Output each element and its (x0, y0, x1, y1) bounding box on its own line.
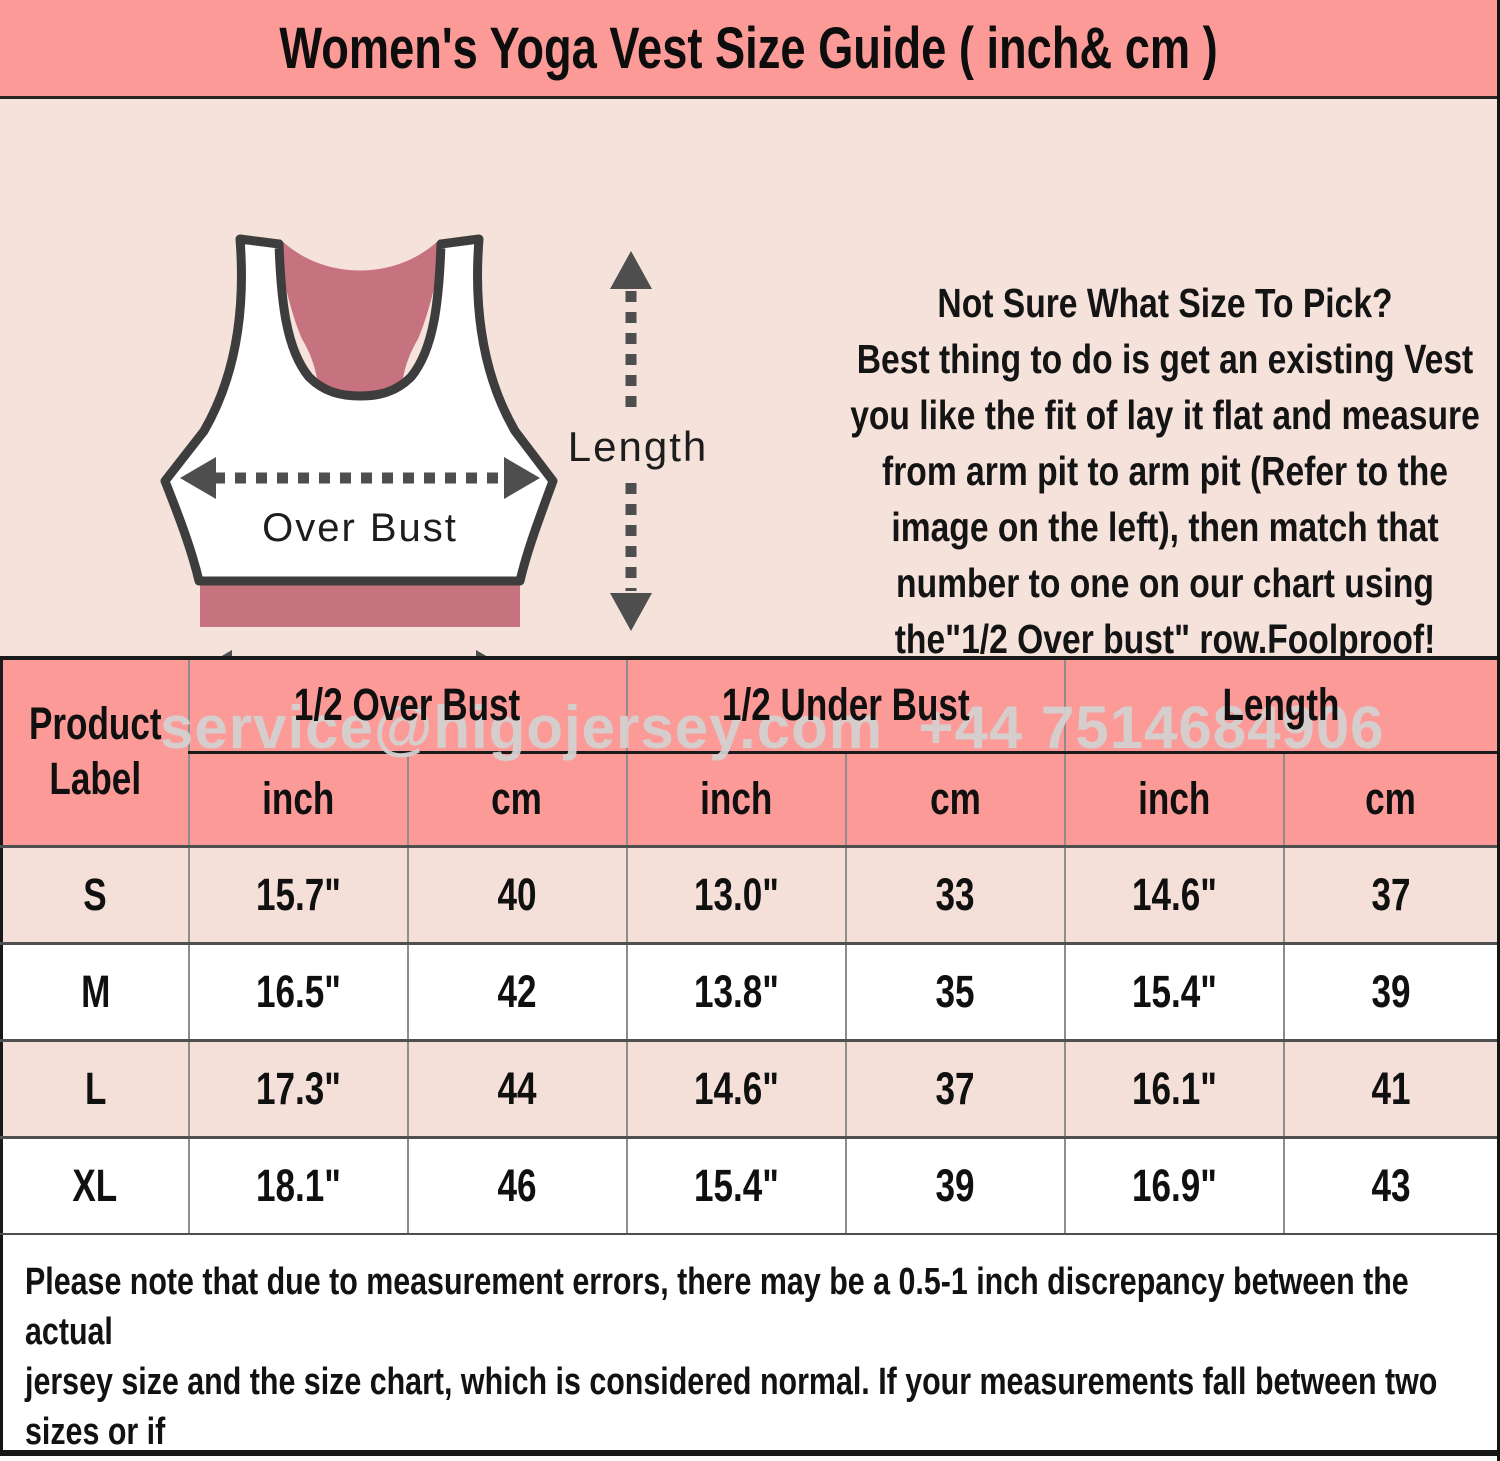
watermark-text: service@higojersey.com +44 7514684906 (160, 694, 1385, 761)
vest-back-panel (277, 239, 443, 401)
page-title: Women's Yoga Vest Size Guide ( inch& cm … (279, 15, 1218, 81)
size-row-m: M 16.5" 42 13.8" 35 15.4" 39 (0, 941, 1497, 1040)
length-label: Length (568, 423, 708, 470)
unit-inch: inch (1063, 750, 1284, 846)
note-box: Please note that due to measurement erro… (0, 1235, 1497, 1456)
unit-inch: inch (625, 750, 846, 846)
table-group-header-row: Product Label 1/2 Over Bust 1/2 Under Bu… (0, 658, 1497, 846)
size-row-s: S 15.7" 40 13.0" 33 14.6" 37 (0, 844, 1497, 943)
unit-inch: inch (187, 750, 408, 846)
over-bust-label: Over Bust (262, 506, 458, 550)
measuring-section: Over Bust Under Bust Length Not Sure Wha… (0, 99, 1497, 745)
length-arrow (610, 251, 652, 631)
note-text: Please note that due to measurement erro… (25, 1261, 1438, 1453)
header-product-label: Product Label (0, 658, 189, 846)
vest-front-panel (160, 234, 558, 586)
unit-cm: cm (844, 750, 1065, 846)
size-help-text: Not Sure What Size To Pick? Best thing t… (850, 280, 1480, 662)
table-unit-header-row: inch cm inch cm inch cm (2, 750, 1497, 846)
unit-cm: cm (406, 750, 627, 846)
vest-band (200, 581, 520, 627)
title-bar: Women's Yoga Vest Size Guide ( inch& cm … (0, 0, 1497, 99)
size-row-xl: XL 18.1" 46 15.4" 39 16.9" 43 (0, 1135, 1497, 1234)
header-length: Length (1063, 658, 1497, 752)
size-row-l: L 17.3" 44 14.6" 37 16.1" 41 (0, 1038, 1497, 1137)
size-table: Product Label 1/2 Over Bust 1/2 Under Bu… (0, 656, 1497, 1236)
header-over-bust: 1/2 Over Bust (187, 658, 627, 752)
over-bust-arrow (180, 457, 540, 499)
unit-cm: cm (1282, 750, 1497, 846)
header-under-bust: 1/2 Under Bust (625, 658, 1065, 752)
